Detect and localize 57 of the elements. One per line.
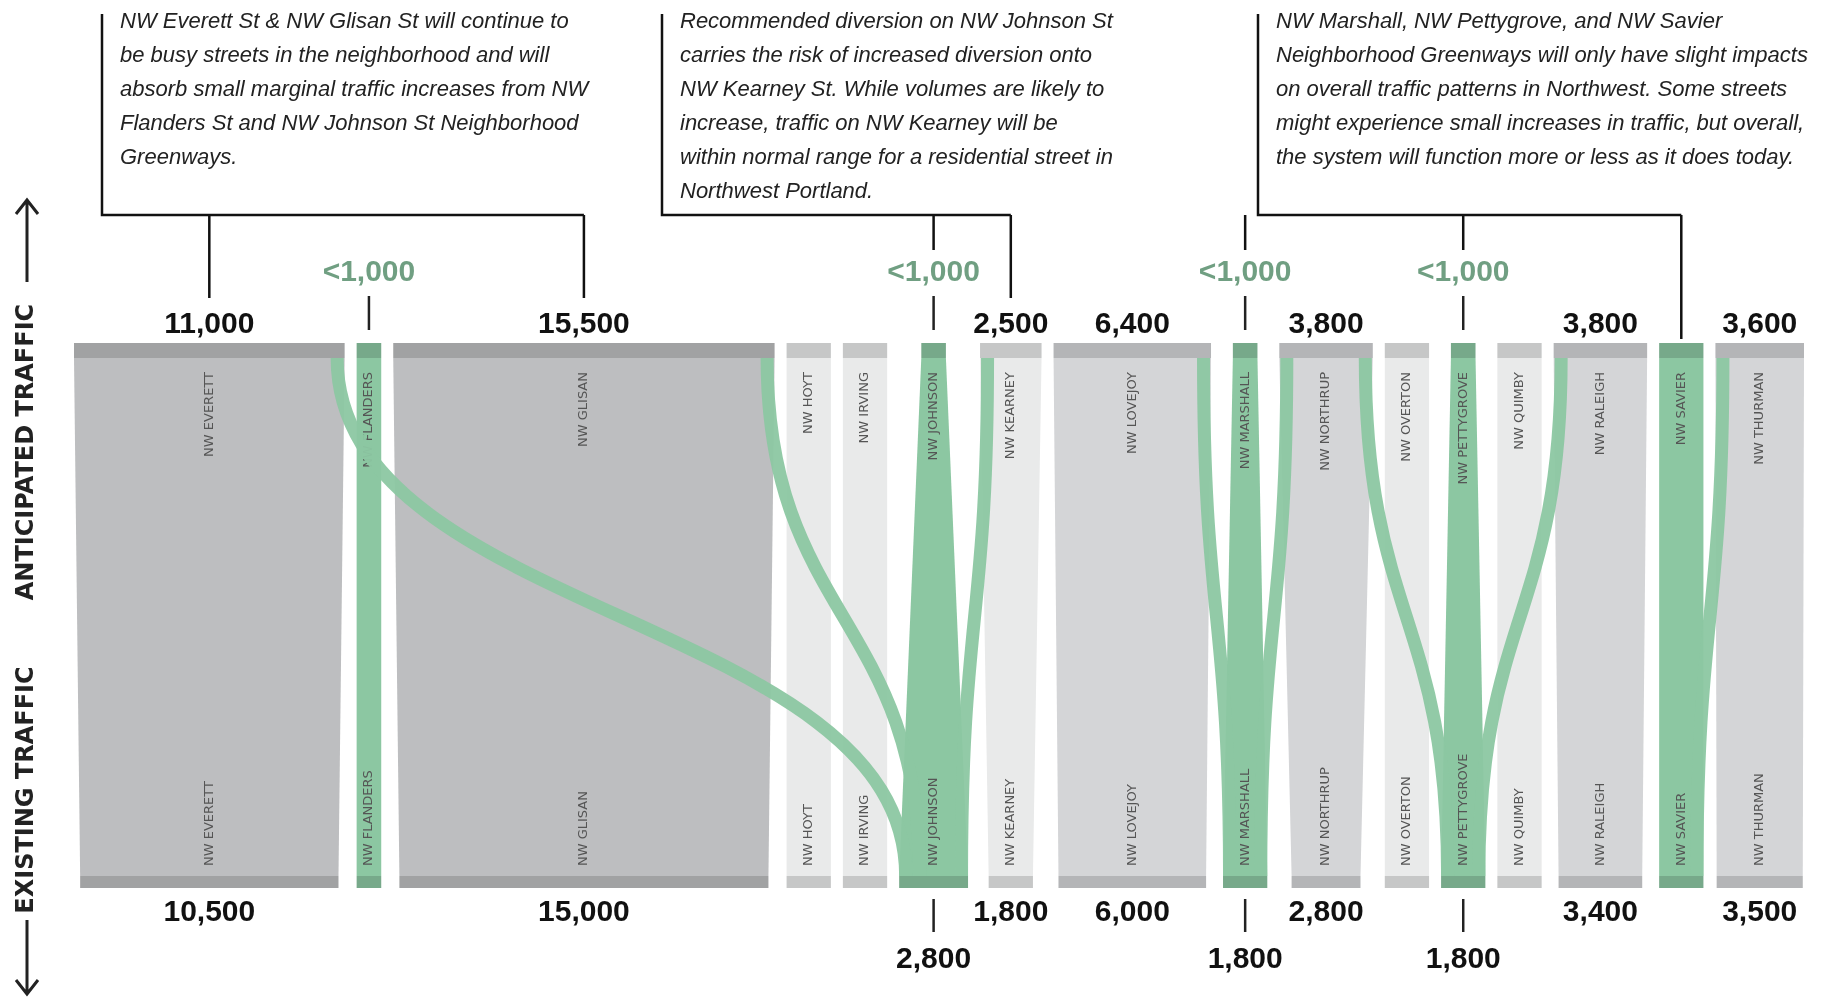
data-label: 1,800 [1207, 941, 1283, 975]
data-label: 11,000 [164, 306, 255, 340]
category-label: NW SAVIER [1672, 372, 1688, 446]
category-label: NW KEARNEY [1002, 371, 1018, 460]
category-label: NW SAVIER [1672, 792, 1688, 866]
data-label: 10,500 [163, 894, 256, 928]
category-label: NW EVERETT [200, 781, 216, 866]
data-label: 3,800 [1562, 306, 1638, 340]
data-label: 2,800 [1288, 894, 1364, 928]
data-label: 1,800 [1425, 941, 1501, 975]
category-label: NW PETTYGROVE [1454, 372, 1470, 485]
text: EXISTING TRAFFIC [11, 666, 40, 914]
data-label: 15,500 [538, 306, 630, 340]
category-label: NW RALEIGH [1591, 372, 1607, 456]
category-label: NW NORTHRUP [1317, 767, 1333, 866]
data-label: 3,400 [1562, 894, 1638, 928]
category-label: NW MARSHALL [1236, 768, 1252, 866]
category-label: NW THURMAN [1751, 372, 1767, 465]
data-label: 3,500 [1722, 894, 1798, 928]
data-label: 6,000 [1094, 894, 1170, 928]
category-label: NW KEARNEY [1002, 778, 1018, 866]
data-label: 3,800 [1288, 306, 1364, 340]
category-label: NW EVERETT [200, 371, 216, 457]
category-label: NW MARSHALL [1236, 371, 1252, 470]
category-label: NW HOYT [800, 371, 816, 434]
data-label: 2,500 [973, 306, 1049, 340]
category-label: NW THURMAN [1751, 773, 1767, 866]
data-label: 2,800 [896, 941, 972, 975]
category-label: NW IRVING [856, 372, 872, 444]
text: NW Everett St & NW Glisan St will continue to be busy streets in the neighborhood and will absorb small marginal traffic increases from NW Flanders St and NW Johnson St Neighborhood Greenways. [120, 7, 590, 171]
category-label: NW LOVEJOY [1123, 784, 1139, 866]
category-label: NW GLISAN [575, 791, 591, 866]
data-label: <1,000 [1198, 254, 1292, 288]
category-label: NW JOHNSON [924, 777, 940, 866]
category-label: NW PETTYGROVE [1454, 753, 1470, 866]
category-label: NW HOYT [800, 804, 816, 866]
data-label: <1,000 [887, 254, 980, 288]
data-label: 1,800 [973, 894, 1049, 928]
category-label: NW OVERTON [1398, 372, 1414, 462]
category-label: NW GLISAN [575, 372, 591, 447]
category-label: NW FLANDERS [360, 770, 376, 866]
text: ANTICIPATED TRAFFIC [11, 303, 40, 601]
category-label: NW JOHNSON [924, 372, 940, 461]
text: Recommended diversion on NW Johnson St carries the risk of increased diversion onto NW Kearney St. While volumes are likely to increase, traffic on NW Kearney will be within normal range for a residential street in Northwest Portland. [680, 7, 1115, 205]
data-label: 3,600 [1722, 306, 1798, 340]
category-label: NW OVERTON [1398, 776, 1414, 866]
data-label: 6,400 [1094, 306, 1170, 340]
text: NW Marshall, NW Pettygrove, and NW Savier Neighborhood Greenways will only have slight impacts on overall traffic patterns in Northwest. Some streets might experience small increases in traffic, but overall, the system will function more or less as it does today. [1276, 7, 1809, 171]
data-label: 15,000 [538, 894, 630, 928]
category-label: NW QUIMBY [1510, 371, 1526, 450]
category-label: NW IRVING [856, 794, 872, 866]
category-label: NW QUIMBY [1510, 788, 1526, 866]
data-label: <1,000 [1416, 254, 1510, 288]
category-label: NW LOVEJOY [1123, 371, 1139, 454]
data-label: <1,000 [322, 254, 416, 288]
category-label: NW RALEIGH [1591, 782, 1607, 866]
category-label: NW NORTHRUP [1317, 371, 1333, 471]
